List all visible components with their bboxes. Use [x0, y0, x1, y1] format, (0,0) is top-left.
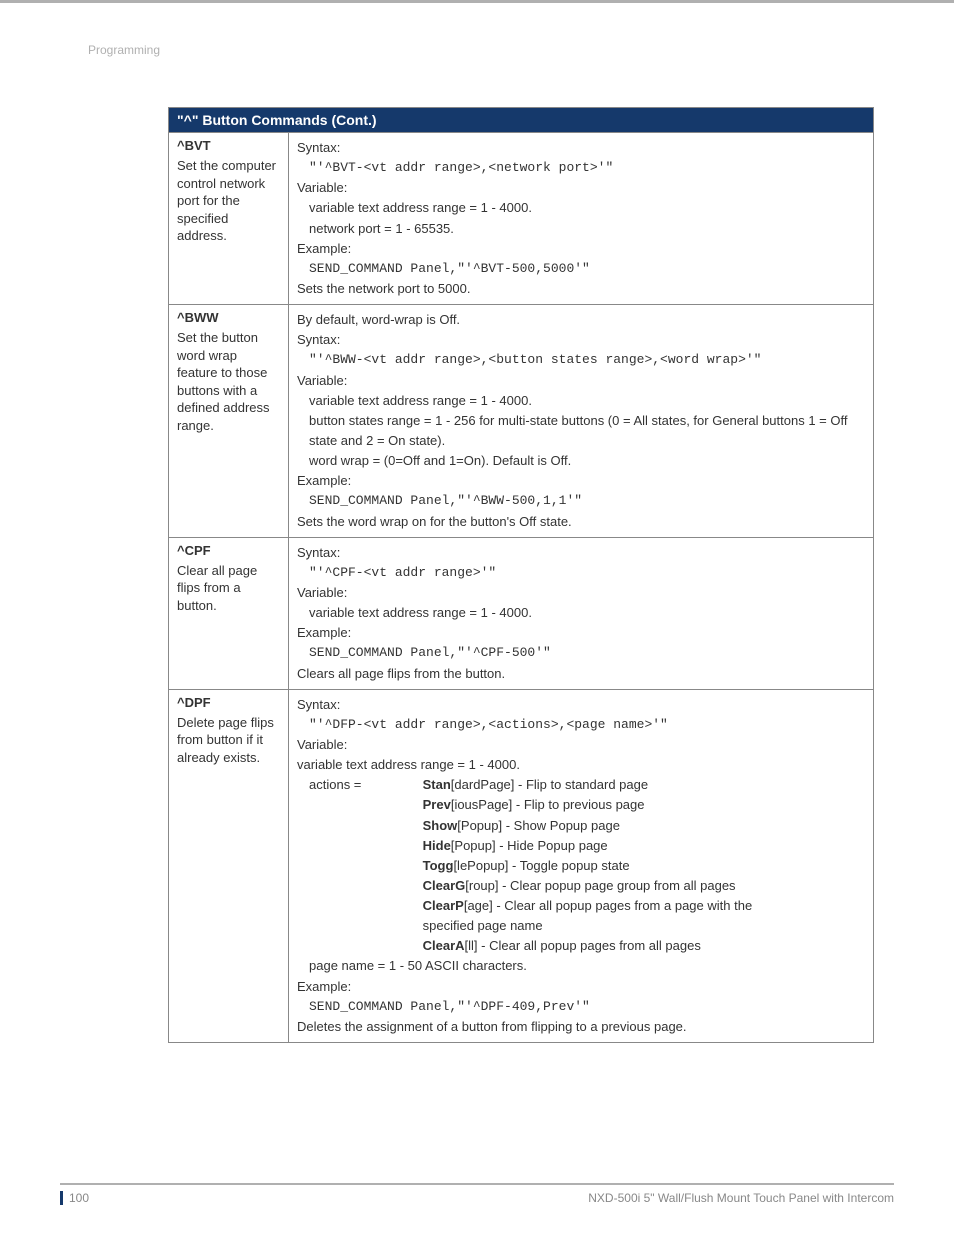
page-number: 100 — [60, 1191, 89, 1205]
example-code: SEND_COMMAND Panel,"'^CPF-500'" — [309, 643, 865, 663]
cmd-detail: Syntax: "'^BVT-<vt addr range>,<network … — [289, 133, 874, 305]
example-label: Example: — [297, 239, 865, 259]
cmd-cell: ^BWW Set the button word wrap feature to… — [169, 305, 289, 538]
variable-label: Variable: — [297, 583, 865, 603]
variable-label: Variable: — [297, 735, 865, 755]
actions-list: Stan[dardPage] - Flip to standard pagePr… — [423, 775, 753, 956]
syntax-label: Syntax: — [297, 543, 865, 563]
actions-label: actions = — [309, 775, 419, 795]
syntax-code: "'^CPF-<vt addr range>'" — [309, 563, 865, 583]
example-label: Example: — [297, 623, 865, 643]
cmd-cell: ^DPF Delete page flips from button if it… — [169, 689, 289, 1042]
cmd-name: ^BWW — [177, 310, 280, 325]
cmd-desc: Delete page flips from button if it alre… — [177, 714, 280, 767]
cmd-cell: ^BVT Set the computer control network po… — [169, 133, 289, 305]
table-title: "^" Button Commands (Cont.) — [169, 108, 874, 133]
section-header: Programming — [88, 43, 894, 57]
result-text: Deletes the assignment of a button from … — [297, 1017, 865, 1037]
page-footer: 100 NXD-500i 5" Wall/Flush Mount Touch P… — [60, 1183, 894, 1205]
cmd-desc: Set the button word wrap feature to thos… — [177, 329, 280, 434]
example-code: SEND_COMMAND Panel,"'^BWW-500,1,1'" — [309, 491, 865, 511]
example-label: Example: — [297, 977, 865, 997]
cmd-cell: ^CPF Clear all page flips from a button. — [169, 537, 289, 689]
cmd-detail: By default, word-wrap is Off. Syntax: "'… — [289, 305, 874, 538]
cmd-detail: Syntax: "'^CPF-<vt addr range>'" Variabl… — [289, 537, 874, 689]
cmd-name: ^CPF — [177, 543, 280, 558]
syntax-label: Syntax: — [297, 695, 865, 715]
pre-text: By default, word-wrap is Off. — [297, 310, 865, 330]
variable-line: word wrap = (0=Off and 1=On). Default is… — [309, 451, 865, 471]
cmd-detail: Syntax: "'^DFP-<vt addr range>,<actions>… — [289, 689, 874, 1042]
variable-line: variable text address range = 1 - 4000. — [297, 755, 865, 775]
variable-line: button states range = 1 - 256 for multi-… — [309, 411, 865, 451]
variable-line: variable text address range = 1 - 4000. — [309, 391, 865, 411]
result-text: Sets the network port to 5000. — [297, 279, 865, 299]
cmd-name: ^BVT — [177, 138, 280, 153]
syntax-code: "'^BVT-<vt addr range>,<network port>'" — [309, 158, 865, 178]
example-label: Example: — [297, 471, 865, 491]
syntax-code: "'^DFP-<vt addr range>,<actions>,<page n… — [309, 715, 865, 735]
syntax-label: Syntax: — [297, 330, 865, 350]
syntax-code: "'^BWW-<vt addr range>,<button states ra… — [309, 350, 865, 370]
syntax-label: Syntax: — [297, 138, 865, 158]
variable-line: variable text address range = 1 - 4000. — [309, 603, 865, 623]
result-text: Clears all page flips from the button. — [297, 664, 865, 684]
example-code: SEND_COMMAND Panel,"'^BVT-500,5000'" — [309, 259, 865, 279]
cmd-desc: Clear all page flips from a button. — [177, 562, 280, 615]
pagename-line: page name = 1 - 50 ASCII characters. — [309, 956, 865, 976]
example-code: SEND_COMMAND Panel,"'^DPF-409,Prev'" — [309, 997, 865, 1017]
commands-table: "^" Button Commands (Cont.) ^BVT Set the… — [168, 107, 874, 1043]
variable-line: network port = 1 - 65535. — [309, 219, 865, 239]
cmd-name: ^DPF — [177, 695, 280, 710]
cmd-desc: Set the computer control network port fo… — [177, 157, 280, 245]
product-name: NXD-500i 5" Wall/Flush Mount Touch Panel… — [588, 1191, 894, 1205]
variable-label: Variable: — [297, 178, 865, 198]
variable-label: Variable: — [297, 371, 865, 391]
variable-line: variable text address range = 1 - 4000. — [309, 198, 865, 218]
result-text: Sets the word wrap on for the button's O… — [297, 512, 865, 532]
